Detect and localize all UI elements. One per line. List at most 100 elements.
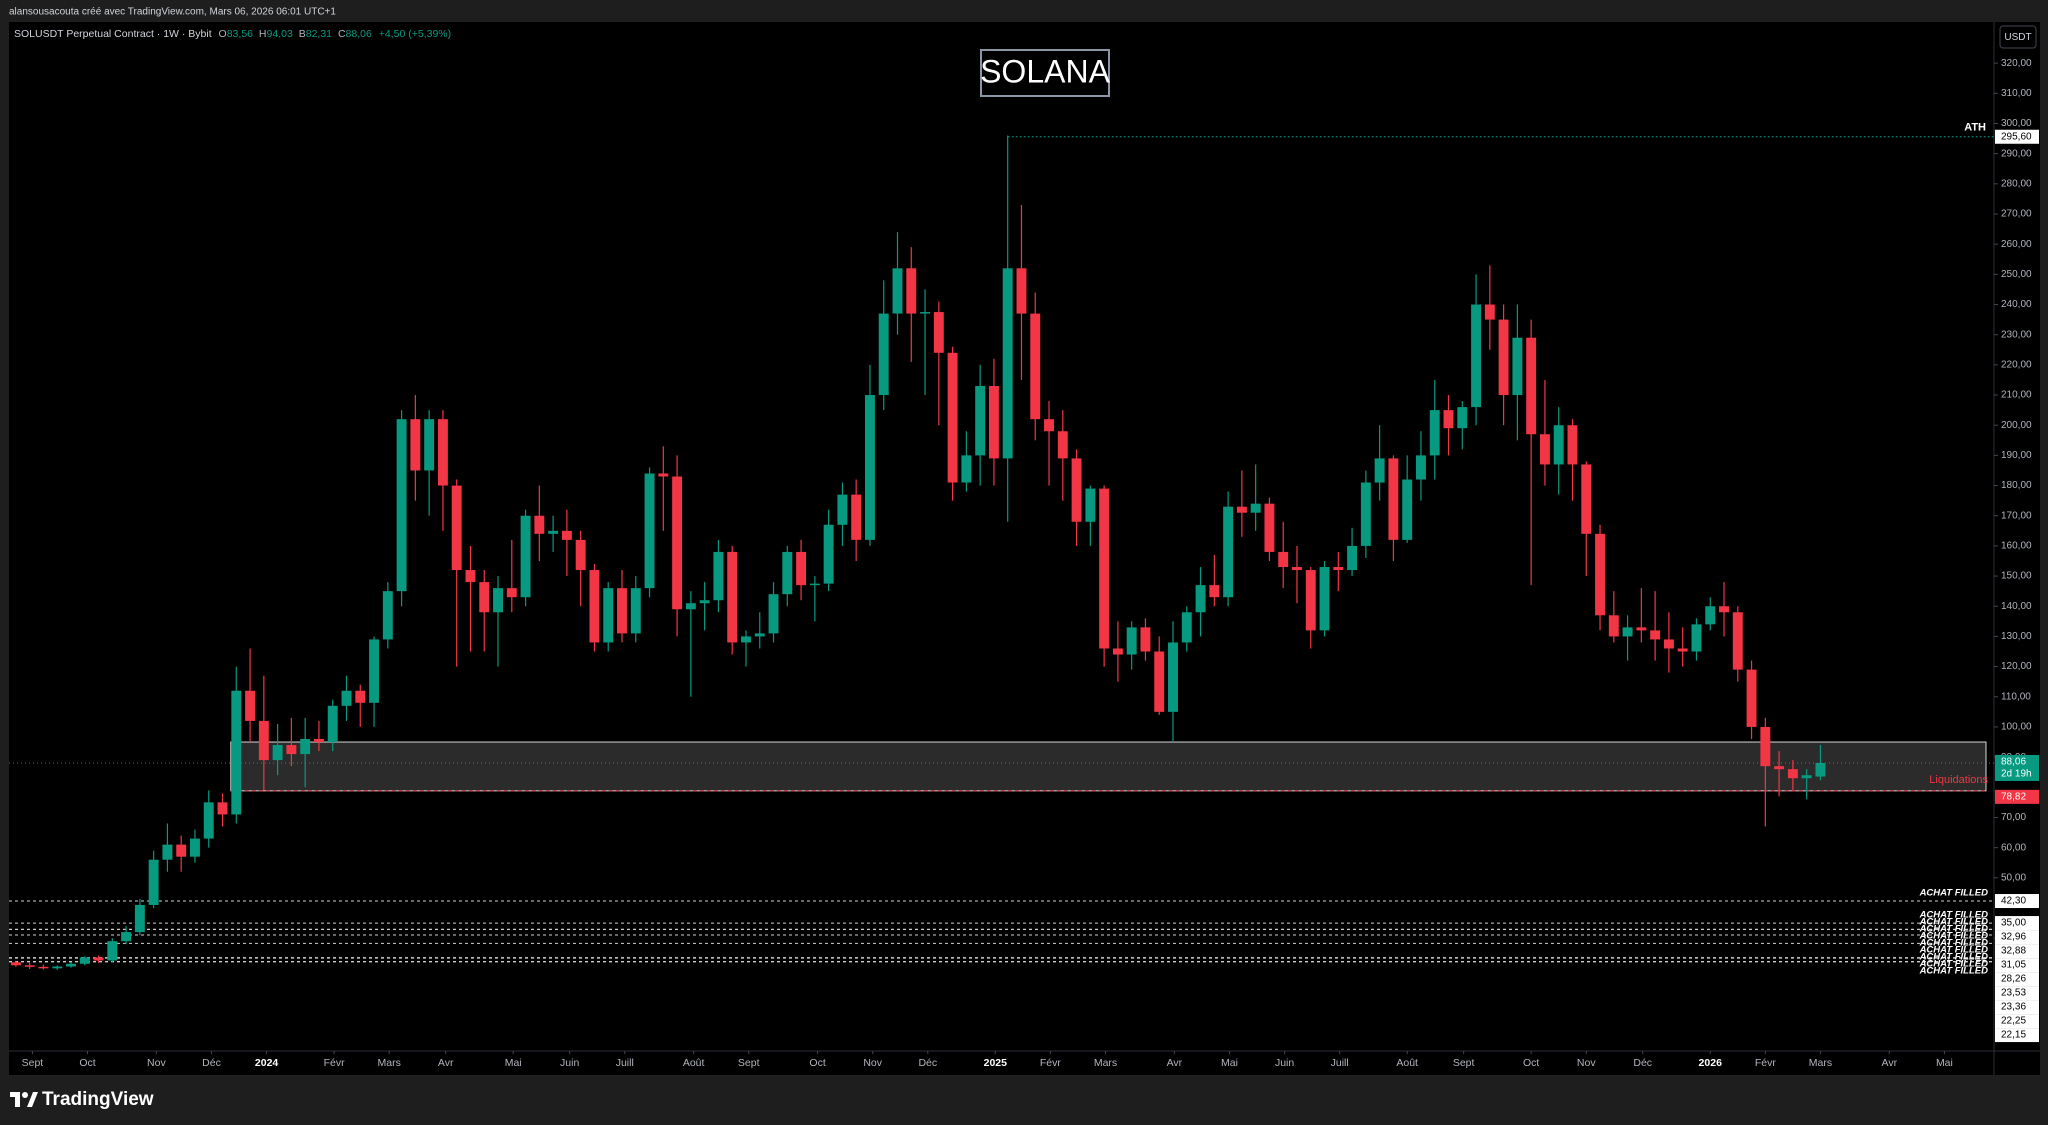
legend-change: +4,50 (+5,39%) xyxy=(379,28,451,40)
candle-body xyxy=(1760,726,1771,767)
legend-key: H xyxy=(259,28,267,40)
candle-body xyxy=(1071,458,1082,522)
candle-body xyxy=(768,594,779,634)
candle-body xyxy=(1815,762,1826,777)
x-tick-label: Sept xyxy=(22,1057,44,1069)
candle-body xyxy=(933,312,944,353)
candle-body xyxy=(506,588,517,598)
level-price-label: 23,53 xyxy=(2001,988,2026,999)
legend-key: B xyxy=(299,28,306,40)
candle-body xyxy=(93,957,104,961)
y-tick-label: 220,00 xyxy=(2001,360,2032,371)
x-tick-label: Oct xyxy=(809,1057,825,1069)
level-price-box xyxy=(1995,958,2039,973)
y-tick-label: 210,00 xyxy=(2001,390,2032,401)
level-text: ACHAT FILLED xyxy=(1919,938,1989,949)
candle-body xyxy=(575,539,586,571)
y-tick-label: 320,00 xyxy=(2001,58,2032,69)
candle-body xyxy=(920,312,931,314)
currency-label[interactable]: USDT xyxy=(2004,32,2031,43)
level-price-label: 32,96 xyxy=(2001,932,2026,943)
candle-body xyxy=(1787,769,1798,779)
y-tick-label: 160,00 xyxy=(2001,541,2032,552)
y-tick-label: 270,00 xyxy=(2001,209,2032,220)
candle-body xyxy=(617,588,627,634)
x-tick-label: Oct xyxy=(79,1057,95,1069)
candle-body xyxy=(382,591,393,640)
candle-body xyxy=(1746,669,1757,727)
legend-key: C xyxy=(338,28,346,40)
level-text: ACHAT FILLED xyxy=(1919,952,1989,963)
candle-body xyxy=(245,690,256,721)
candle-body xyxy=(52,966,63,969)
candle-body xyxy=(630,588,641,634)
level-price-box xyxy=(1995,944,2039,959)
candle-body xyxy=(1319,567,1330,631)
candle-body xyxy=(286,745,297,755)
legend-value: 88,06 xyxy=(346,28,372,40)
x-tick-label: Août xyxy=(1396,1057,1418,1069)
candle-body xyxy=(1732,612,1743,670)
candle-body xyxy=(1526,337,1537,435)
currency-button[interactable] xyxy=(1999,25,2037,49)
x-tick-label: Nov xyxy=(1577,1057,1596,1069)
candle-body xyxy=(1333,567,1344,571)
zone-price-label: 78,82 xyxy=(2001,791,2026,802)
candle-body xyxy=(1223,506,1234,598)
candle-body xyxy=(24,965,35,967)
ath-price-label: 295,60 xyxy=(2001,131,2032,142)
candle-body xyxy=(79,957,90,964)
candle-body xyxy=(410,419,421,471)
candle-body xyxy=(1209,585,1220,598)
x-tick-label: Mai xyxy=(505,1057,522,1069)
x-tick-label: Déc xyxy=(918,1057,937,1069)
candle-body xyxy=(369,639,380,703)
candle-body xyxy=(1002,268,1013,459)
legend-value: 83,56 xyxy=(227,28,253,40)
candle-body xyxy=(465,570,476,583)
ath-text: ATH xyxy=(1964,122,1986,134)
candle-body xyxy=(66,963,76,967)
candle-body xyxy=(1030,313,1041,420)
x-tick-label: 2024 xyxy=(255,1057,279,1069)
candle-body xyxy=(961,455,972,483)
title-box xyxy=(980,49,1110,97)
candle-body xyxy=(1719,606,1729,613)
candle-body xyxy=(1305,570,1316,631)
brand: TradingView xyxy=(42,1089,154,1110)
candle-body xyxy=(217,802,228,815)
x-tick-label: Nov xyxy=(147,1057,166,1069)
candle-body xyxy=(1085,488,1096,522)
x-tick-label: Févr xyxy=(324,1057,346,1069)
candle-body xyxy=(190,838,200,857)
level-text: ACHAT FILLED xyxy=(1919,910,1989,921)
candle-body xyxy=(1250,503,1261,513)
level-text: ACHAT FILLED xyxy=(1919,888,1989,899)
author-line: alansousacouta créé avec TradingView.com… xyxy=(9,7,336,18)
candle-body xyxy=(313,739,324,743)
candle-body xyxy=(424,419,435,471)
x-tick-label: Mai xyxy=(1936,1057,1953,1069)
legend-value: 82,31 xyxy=(306,28,332,40)
y-tick-label: 180,00 xyxy=(2001,480,2032,491)
candle-body xyxy=(1181,612,1192,643)
candle-body xyxy=(1567,425,1578,465)
y-tick-label: 200,00 xyxy=(2001,420,2032,431)
candle-body xyxy=(1774,766,1785,770)
candle-body xyxy=(1691,624,1702,652)
candle-body xyxy=(1608,615,1619,637)
y-tick-label: 310,00 xyxy=(2001,88,2032,99)
y-tick-label: 150,00 xyxy=(2001,571,2032,582)
candle-body xyxy=(603,588,614,643)
level-price-label: 32,88 xyxy=(2001,946,2026,957)
ath-price-box xyxy=(1995,129,2039,144)
candle-body xyxy=(272,745,283,761)
level-price-box xyxy=(1995,894,2039,909)
candle-body xyxy=(1622,627,1633,637)
level-price-box xyxy=(1995,972,2039,987)
level-text: ACHAT FILLED xyxy=(1919,966,1989,977)
candle-body xyxy=(754,633,765,637)
x-tick-label: Déc xyxy=(202,1057,221,1069)
candle-body xyxy=(534,515,545,534)
